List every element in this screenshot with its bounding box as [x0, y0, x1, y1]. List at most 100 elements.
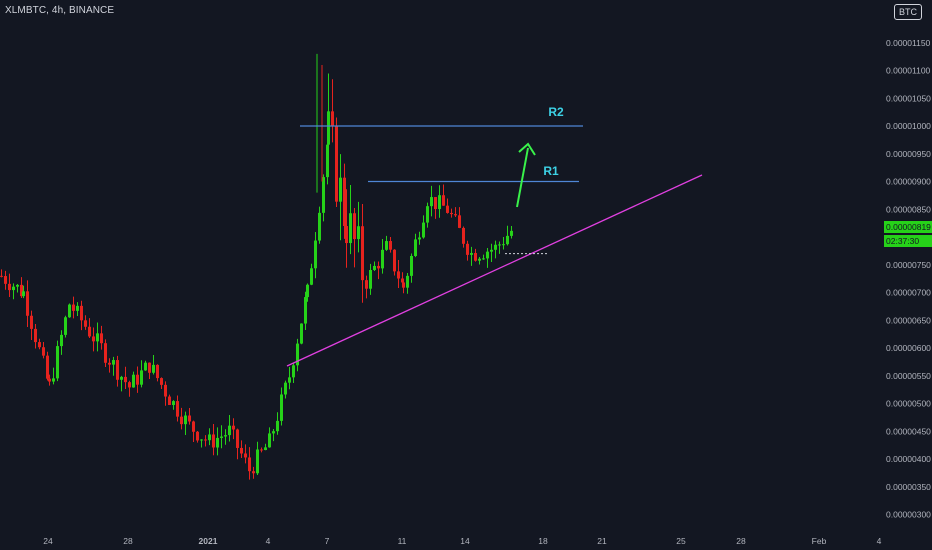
candle-up [326, 144, 329, 178]
time-tick-label: 28 [736, 536, 746, 546]
candle-up [224, 435, 227, 437]
price-tick-label: 0.00000650 [886, 315, 931, 325]
price-tick-label: 0.00000900 [886, 177, 931, 187]
candle-down [0, 275, 3, 277]
candle-up [288, 377, 291, 383]
ascending-trendline[interactable] [286, 174, 703, 367]
time-tick-label: 18 [538, 536, 548, 546]
upward-arrow-icon[interactable] [516, 147, 529, 208]
candle-up [220, 436, 223, 438]
candle-down [401, 278, 404, 283]
candle-down [377, 265, 380, 269]
candle-up [482, 258, 485, 260]
candle-down [397, 271, 400, 279]
candle-up [112, 360, 115, 365]
price-tick-label: 0.00001000 [886, 121, 931, 131]
candle-down [462, 227, 465, 244]
price-axis[interactable]: 0.00001150 0.00001100 0.00001050 0.00001000… [882, 0, 932, 550]
candle-down [389, 241, 392, 250]
candle-down [42, 347, 45, 356]
drawings-layer: R2 R1 [286, 105, 703, 367]
candle-up [438, 195, 441, 210]
candle-up [406, 275, 409, 288]
currency-badge[interactable]: BTC [894, 4, 922, 20]
time-tick-label: 28 [123, 536, 133, 546]
upward-arrowhead-icon [518, 142, 536, 156]
candle-down [148, 362, 151, 373]
candle-down [128, 382, 131, 388]
candle-up [200, 439, 203, 441]
candle-up [60, 334, 63, 347]
candle-up [502, 244, 505, 246]
candle-up [296, 343, 299, 366]
candle-down [100, 333, 103, 344]
time-tick-label: 4 [877, 536, 882, 546]
candle-down [124, 376, 127, 383]
candle-down [204, 439, 207, 441]
candle-up [498, 244, 501, 246]
candle-up [510, 230, 513, 236]
candle-down [365, 280, 368, 289]
r1-label: R1 [543, 164, 559, 178]
candle-down [188, 415, 191, 422]
time-tick-label: 11 [398, 536, 407, 546]
candle-down [434, 197, 437, 210]
candle-down [260, 449, 263, 451]
price-tick-label: 0.00000550 [886, 371, 931, 381]
candle-up [300, 323, 303, 344]
candle-down [466, 243, 469, 255]
candle-up [314, 240, 317, 269]
candle-down [345, 226, 348, 244]
candle-down [104, 343, 107, 363]
candle-down [34, 328, 37, 343]
candle-up [339, 177, 342, 202]
candle-down [46, 355, 49, 379]
candle-up [310, 268, 313, 285]
candle-down [212, 434, 215, 448]
candle-down [4, 276, 7, 284]
candle-up [64, 317, 67, 335]
candle-down [361, 226, 364, 281]
price-tick-label: 0.00000950 [886, 149, 931, 159]
candle-up [96, 333, 99, 342]
candle-down [80, 305, 83, 321]
candle-up [140, 370, 143, 385]
time-axis-bg [0, 530, 932, 550]
candle-down [30, 315, 33, 329]
candle-up [144, 362, 147, 371]
candle-down [331, 111, 334, 126]
candle-down [26, 291, 29, 316]
candle-up [381, 249, 384, 269]
price-tick-label: 0.00000600 [886, 343, 931, 353]
candle-up [284, 382, 287, 395]
candle-up [426, 206, 429, 223]
candle-down [192, 421, 195, 432]
candle-up [132, 374, 135, 388]
price-tick-label: 0.00001050 [886, 93, 931, 103]
candle-down [196, 431, 199, 441]
candle-down [240, 447, 243, 454]
candle-up [318, 212, 321, 241]
candle-up [152, 364, 155, 373]
candle-up [349, 213, 352, 244]
symbol-header: XLMBTC, 4h, BINANCE [5, 5, 115, 16]
candle-up [490, 249, 493, 252]
price-tick-label: 0.00001150 [886, 38, 931, 48]
candle-down [236, 429, 239, 448]
time-axis[interactable]: 24 28 2021 4 7 11 14 18 21 25 28 Feb 4 [0, 530, 932, 550]
candle-up [322, 177, 325, 213]
candle-down [48, 378, 51, 382]
time-tick-label: 25 [676, 536, 686, 546]
price-tick-label: 0.00001100 [886, 66, 931, 76]
bar-countdown-label: 02:37:30 [884, 235, 932, 247]
last-price-label: 0.00000819 [884, 221, 932, 233]
candle-up [216, 437, 219, 448]
candle-down [38, 342, 41, 348]
price-axis-bg [882, 0, 932, 550]
candle-down [156, 364, 159, 379]
candle-up [120, 376, 123, 380]
candle-up [52, 378, 55, 382]
candle-down [474, 253, 477, 261]
candle-up [304, 297, 307, 324]
